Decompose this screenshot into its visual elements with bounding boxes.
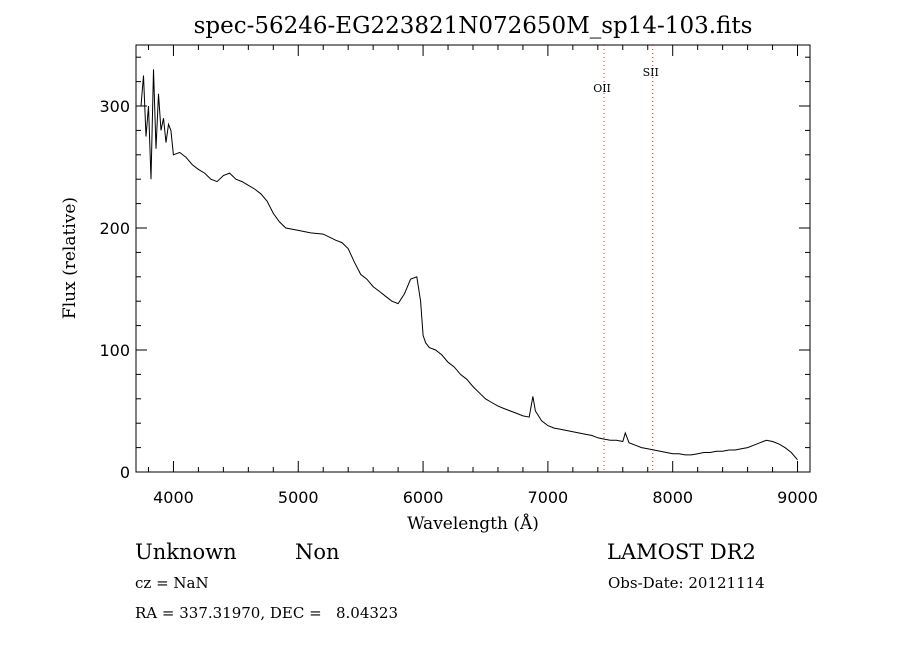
y-axis-label: Flux (relative): [60, 197, 80, 319]
y-tick-label: 0: [120, 463, 130, 482]
y-tick-label: 200: [99, 219, 130, 238]
subclass-label: Non: [295, 540, 340, 564]
line-markers: OII SII: [593, 45, 659, 472]
plot-frame: [135, 44, 811, 473]
x-tick-label: 8000: [652, 488, 693, 507]
x-tick-label: 5000: [278, 488, 319, 507]
y-tick-label: 100: [99, 341, 130, 360]
marker-label: OII: [593, 82, 611, 95]
chart-title: spec-56246-EG223821N072650M_sp14-103.fit…: [194, 13, 753, 39]
x-tick-label: 7000: [528, 488, 569, 507]
y-tick-label: 300: [99, 97, 130, 116]
class-label: Unknown: [135, 540, 237, 564]
obs-date-label: Obs-Date: 20121114: [608, 574, 765, 592]
y-axis: 0 100 200 300: [99, 56, 810, 482]
redshift-label: cz = NaN: [135, 574, 209, 592]
marker-label: SII: [643, 66, 659, 79]
x-tick-label: 4000: [153, 488, 194, 507]
x-axis: 4000 5000 6000 7000 8000 9000: [147, 45, 818, 507]
x-axis-label: Wavelength (Å): [407, 513, 539, 534]
survey-label: LAMOST DR2: [607, 540, 756, 564]
spectrum-series: [140, 69, 798, 461]
x-tick-label: 6000: [403, 488, 444, 507]
coordinates-label: RA = 337.31970, DEC = 8.04323: [135, 604, 399, 622]
x-tick-label: 9000: [777, 488, 818, 507]
spectrum-line: [140, 69, 798, 461]
